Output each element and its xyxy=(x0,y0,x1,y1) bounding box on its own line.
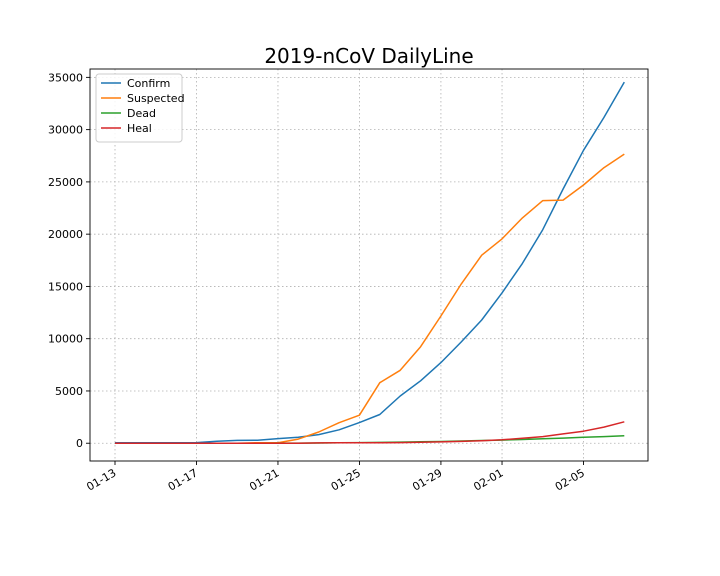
plot-area-frame xyxy=(89,68,649,462)
y-tick-label: 0 xyxy=(76,437,83,450)
series-lines xyxy=(115,81,625,444)
x-tick-label: 01-13 xyxy=(84,466,118,493)
legend-frame xyxy=(95,73,183,143)
legend-label: Heal xyxy=(127,122,152,135)
y-tick-label: 20000 xyxy=(48,228,83,241)
series-line-suspected xyxy=(115,153,625,444)
y-tick-label: 35000 xyxy=(48,71,83,84)
x-tick-label: 01-25 xyxy=(329,466,363,493)
x-axis: 01-13 01-17 01-21 01-25 01-29 02-01 02-05 xyxy=(84,461,587,494)
legend-label: Confirm xyxy=(127,77,170,90)
legend-label: Suspected xyxy=(127,92,185,105)
x-tick-label: 01-21 xyxy=(247,466,281,493)
x-tick-label: 01-29 xyxy=(410,466,444,493)
y-tick-label: 10000 xyxy=(48,333,83,346)
series-line-heal xyxy=(115,421,625,444)
y-tick-label: 25000 xyxy=(48,176,83,189)
x-tick-label: 01-17 xyxy=(166,466,200,493)
legend: Confirm Suspected Dead Heal xyxy=(95,73,185,143)
y-tick-label: 5000 xyxy=(55,385,83,398)
x-tick-label: 02-01 xyxy=(471,466,505,493)
y-tick-label: 15000 xyxy=(48,280,83,293)
y-tick-label: 30000 xyxy=(48,124,83,137)
series-line-confirm xyxy=(115,81,625,444)
chart-title: 2019-nCoV DailyLine xyxy=(264,44,473,68)
legend-label: Dead xyxy=(127,107,156,120)
x-tick-label: 02-05 xyxy=(553,466,587,493)
y-axis: 0 5000 10000 15000 20000 25000 30000 35000 xyxy=(48,71,90,450)
